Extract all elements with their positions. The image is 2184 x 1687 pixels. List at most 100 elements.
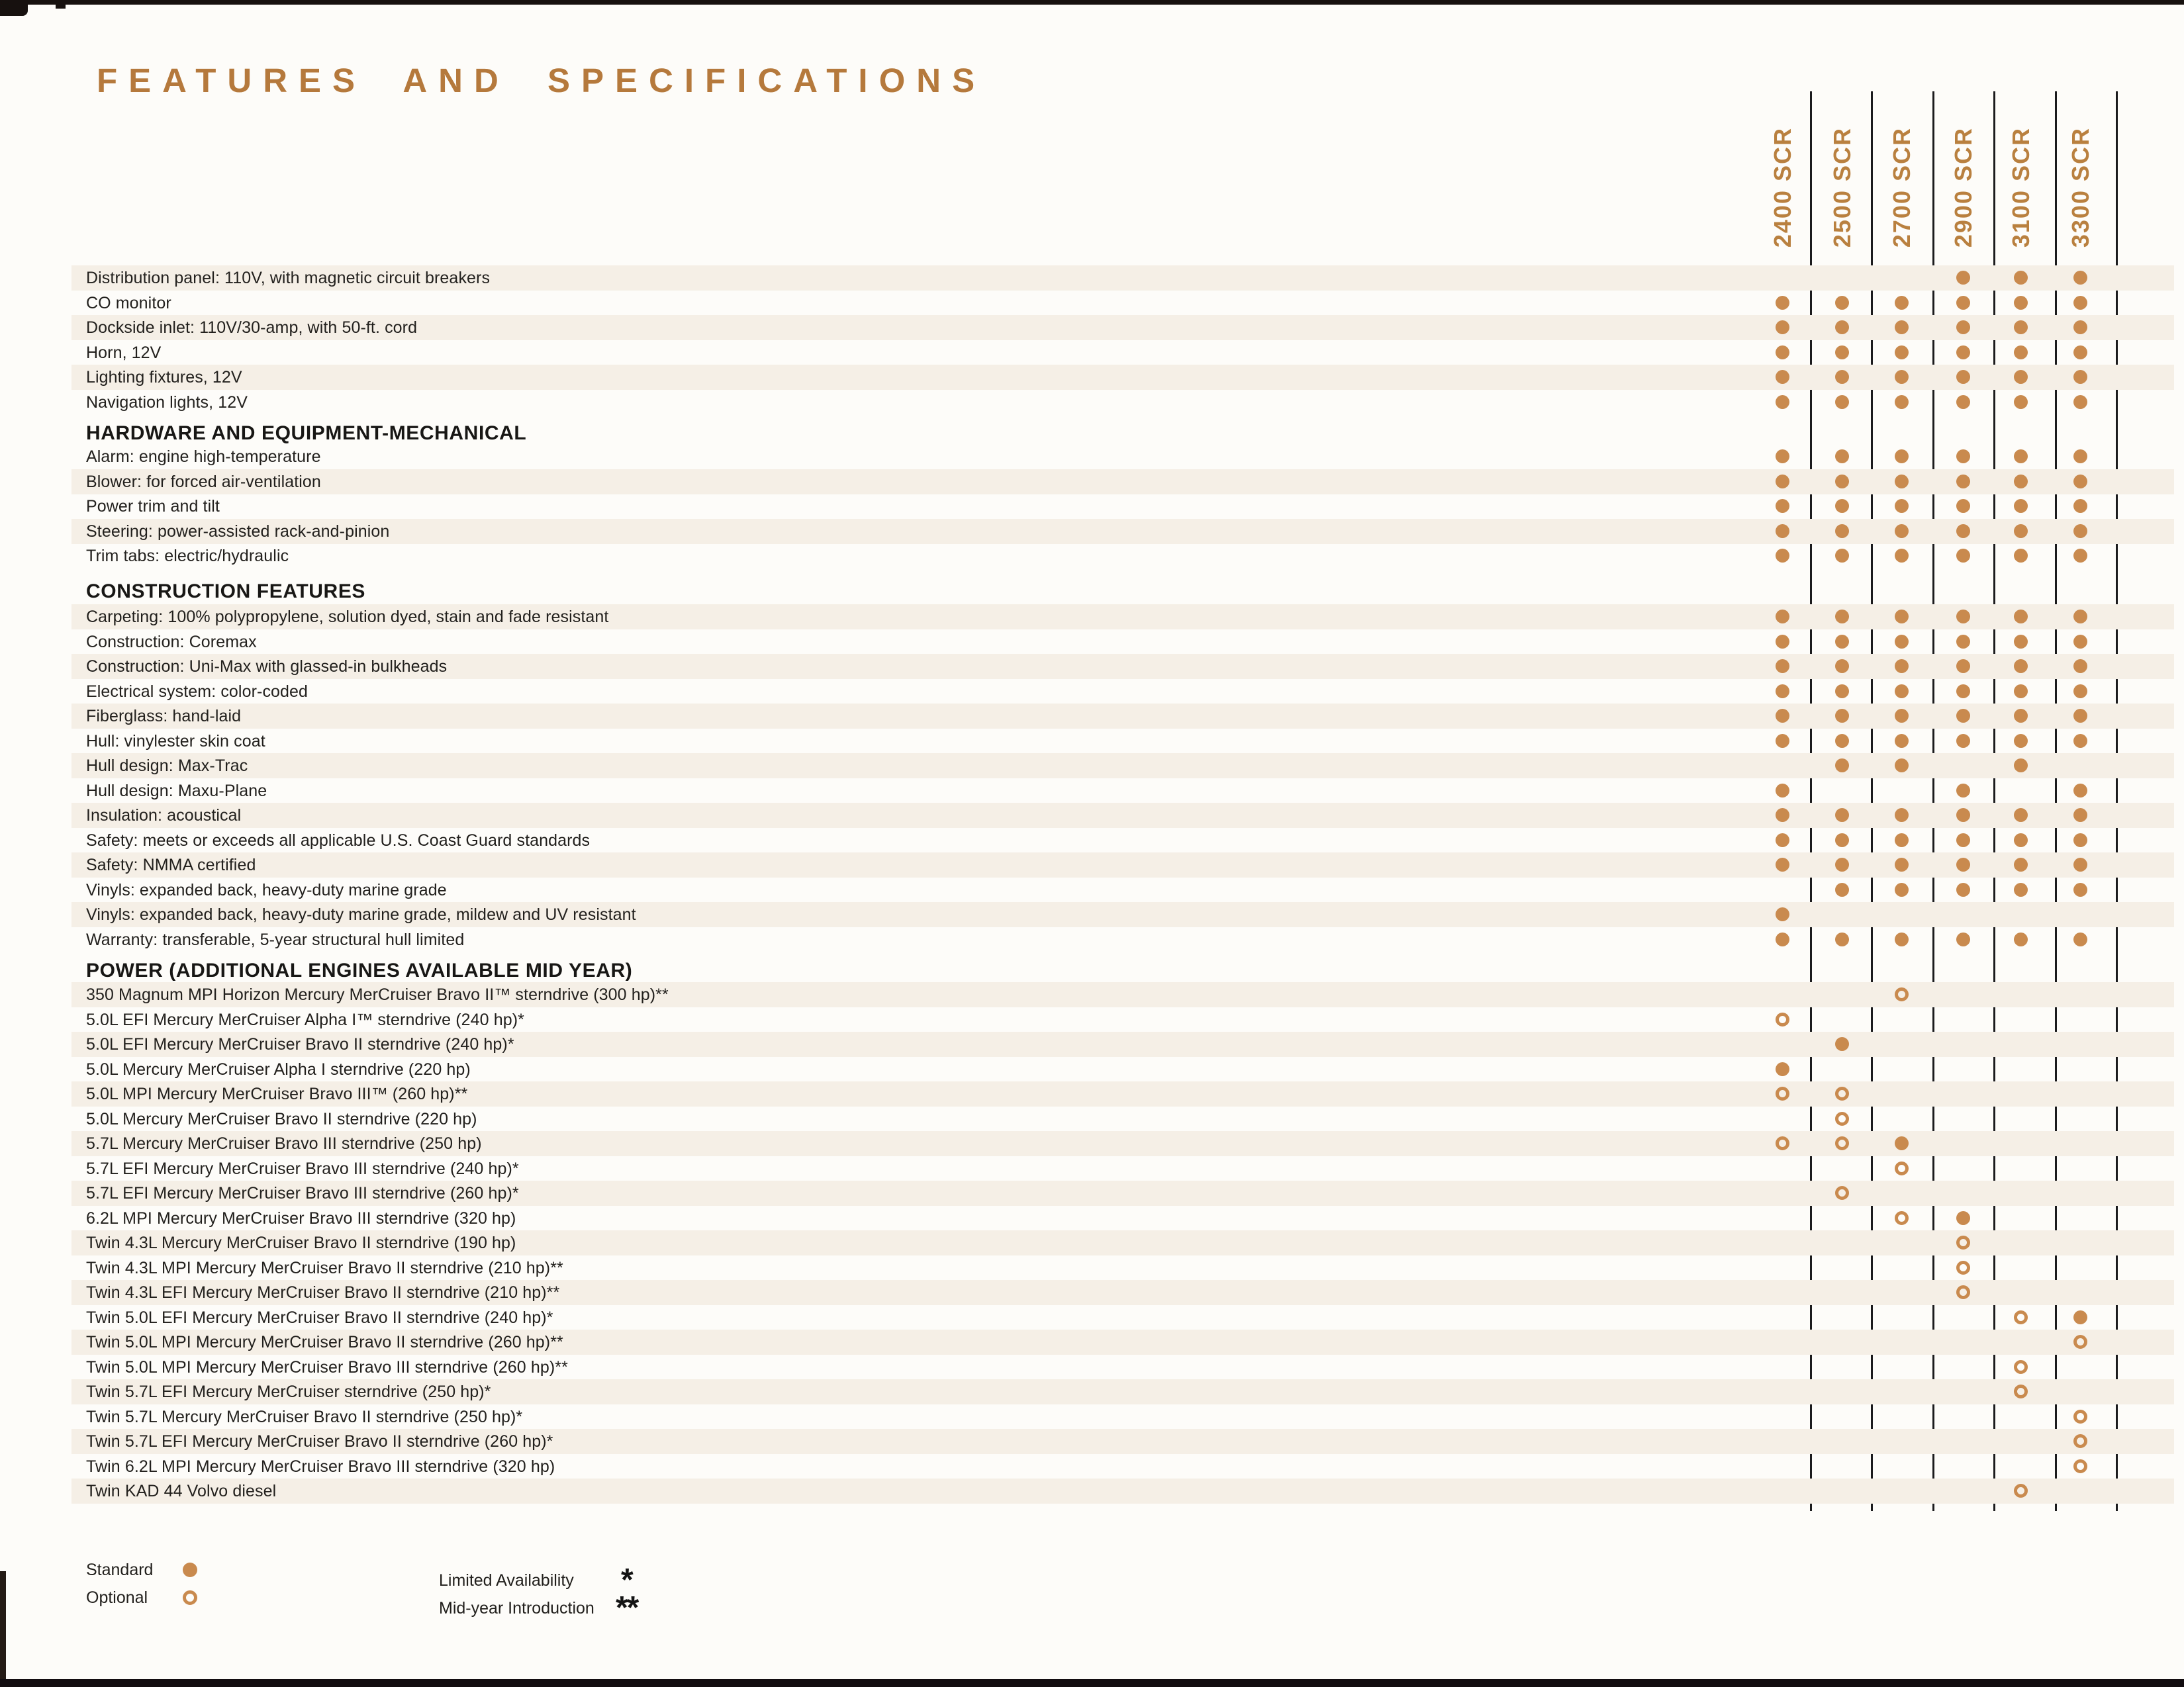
table-row: Hull design: Maxu-Plane <box>0 778 2184 803</box>
column-header-label: 2700 SCR <box>1888 126 1915 248</box>
standard-dot-icon <box>1894 549 1909 563</box>
legend-optional-circle-icon <box>183 1590 197 1605</box>
standard-dot-icon <box>1834 833 1849 847</box>
standard-dot-icon <box>2073 394 2087 409</box>
standard-dot-icon <box>1894 733 1909 748</box>
row-label: Steering: power-assisted rack-and-pinion <box>86 522 390 541</box>
table-row: Twin 4.3L Mercury MerCruiser Bravo II st… <box>0 1230 2184 1256</box>
table-row: Twin 4.3L EFI Mercury MerCruiser Bravo I… <box>0 1280 2184 1306</box>
standard-dot-icon <box>1956 733 1970 748</box>
row-stripe <box>71 852 2174 878</box>
standard-dot-icon <box>2073 634 2087 649</box>
row-stripe <box>71 604 2174 630</box>
row-stripe <box>71 1032 2174 1058</box>
standard-dot-icon <box>1834 474 1849 488</box>
standard-dot-icon <box>2013 858 2028 872</box>
optional-circle-icon <box>1956 1260 1970 1275</box>
standard-dot-icon <box>1775 907 1789 922</box>
standard-dot-icon <box>1775 808 1789 823</box>
standard-dot-icon <box>1834 499 1849 514</box>
standard-dot-icon <box>1894 610 1909 624</box>
standard-dot-icon <box>2013 271 2028 285</box>
column-header-6: 3300 SCR <box>2065 99 2095 248</box>
standard-dot-icon <box>2013 474 2028 488</box>
row-label: 5.7L EFI Mercury MerCruiser Bravo III st… <box>86 1159 519 1178</box>
legend-limited-label: Limited Availability <box>439 1571 574 1590</box>
column-header-3: 2700 SCR <box>1887 99 1916 248</box>
column-rule <box>1809 91 1812 1511</box>
row-label: 5.7L Mercury MerCruiser Bravo III sternd… <box>86 1134 482 1154</box>
table-row: Power trim and tilt <box>0 494 2184 519</box>
standard-dot-icon <box>1956 345 1970 359</box>
standard-dot-icon <box>1775 932 1789 946</box>
standard-dot-icon <box>1894 1136 1909 1151</box>
standard-dot-icon <box>2073 808 2087 823</box>
row-label: CO monitor <box>86 293 171 312</box>
optional-circle-icon <box>2013 1359 2028 1374</box>
standard-dot-icon <box>1894 709 1909 723</box>
column-header-label: 2500 SCR <box>1828 126 1856 248</box>
standard-dot-icon <box>1775 783 1789 798</box>
legend-standard-dot-icon <box>183 1563 197 1577</box>
row-label: Vinyls: expanded back, heavy-duty marine… <box>86 880 447 899</box>
scan-edge-left-bottom <box>0 1571 6 1687</box>
standard-dot-icon <box>2073 709 2087 723</box>
standard-dot-icon <box>2073 659 2087 674</box>
row-label: Distribution panel: 110V, with magnetic … <box>86 269 491 288</box>
table-row: Construction: Coremax <box>0 629 2184 655</box>
standard-dot-icon <box>1894 524 1909 538</box>
table-row: 6.2L MPI Mercury MerCruiser Bravo III st… <box>0 1206 2184 1231</box>
section-header: POWER (ADDITIONAL ENGINES AVAILABLE MID … <box>86 960 633 981</box>
standard-dot-icon <box>1894 449 1909 464</box>
row-stripe <box>71 902 2174 928</box>
table-row: Steering: power-assisted rack-and-pinion <box>0 518 2184 544</box>
standard-dot-icon <box>1834 758 1849 773</box>
standard-dot-icon <box>2013 833 2028 847</box>
row-label: Blower: for forced air-ventilation <box>86 472 321 491</box>
standard-dot-icon <box>2013 394 2028 409</box>
standard-dot-icon <box>1894 858 1909 872</box>
standard-dot-icon <box>2013 295 2028 310</box>
legend-midyear-label: Mid-year Introduction <box>439 1599 594 1618</box>
standard-dot-icon <box>1834 709 1849 723</box>
standard-dot-icon <box>1894 833 1909 847</box>
table-row: Twin 5.0L MPI Mercury MerCruiser Bravo I… <box>0 1330 2184 1355</box>
optional-circle-icon <box>2013 1385 2028 1399</box>
standard-dot-icon <box>1834 684 1849 698</box>
standard-dot-icon <box>1956 499 1970 514</box>
column-rule <box>2054 91 2057 1511</box>
standard-dot-icon <box>2013 932 2028 946</box>
table-row: Insulation: acoustical <box>0 803 2184 829</box>
row-label: Twin 4.3L EFI Mercury MerCruiser Bravo I… <box>86 1283 560 1302</box>
standard-dot-icon <box>1894 474 1909 488</box>
standard-dot-icon <box>1834 858 1849 872</box>
table-row: 5.7L EFI Mercury MerCruiser Bravo III st… <box>0 1181 2184 1207</box>
standard-dot-icon <box>1775 524 1789 538</box>
standard-dot-icon <box>2013 709 2028 723</box>
table-row: Safety: NMMA certified <box>0 852 2184 878</box>
optional-circle-icon <box>1775 1136 1789 1151</box>
table-row: Warranty: transferable, 5-year structura… <box>0 927 2184 952</box>
scan-mark-top <box>56 0 66 9</box>
standard-dot-icon <box>1775 394 1789 409</box>
table-row: Twin 5.7L EFI Mercury MerCruiser Bravo I… <box>0 1429 2184 1455</box>
standard-dot-icon <box>1956 549 1970 563</box>
standard-dot-icon <box>1956 370 1970 385</box>
standard-dot-icon <box>2073 295 2087 310</box>
column-rule <box>1870 91 1873 1511</box>
column-header-label: 3300 SCR <box>2067 126 2094 248</box>
standard-dot-icon <box>2073 370 2087 385</box>
row-label: Horn, 12V <box>86 343 162 362</box>
standard-dot-icon <box>1775 610 1789 624</box>
table-row: Navigation lights, 12V <box>0 390 2184 415</box>
table-row: 5.0L EFI Mercury MerCruiser Bravo II ste… <box>0 1032 2184 1058</box>
standard-dot-icon <box>1956 610 1970 624</box>
standard-dot-icon <box>1834 345 1849 359</box>
table-row: Lighting fixtures, 12V <box>0 365 2184 390</box>
row-label: Twin 5.7L EFI Mercury MerCruiser sterndr… <box>86 1383 491 1402</box>
optional-circle-icon <box>1834 1111 1849 1126</box>
standard-dot-icon <box>1775 549 1789 563</box>
standard-dot-icon <box>1775 833 1789 847</box>
standard-dot-icon <box>1834 394 1849 409</box>
standard-dot-icon <box>2073 882 2087 897</box>
